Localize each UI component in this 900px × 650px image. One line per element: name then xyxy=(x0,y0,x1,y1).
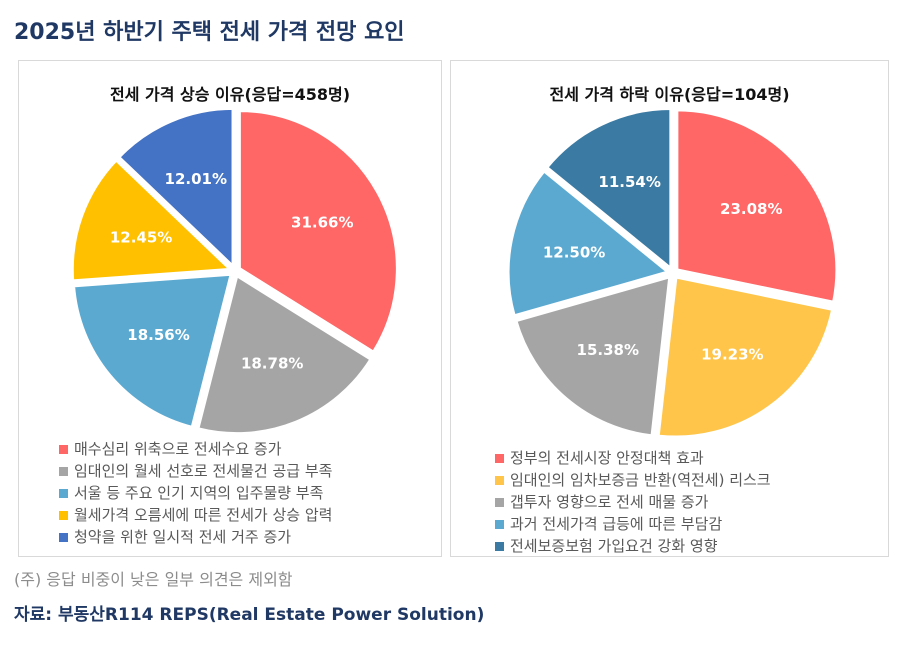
footnote: (주) 응답 비중이 낮은 일부 의견은 제외함 xyxy=(14,570,293,589)
chart-title: 전세 가격 상승 이유(응답=458명) xyxy=(109,85,351,104)
legend-swatch xyxy=(59,466,68,476)
pie-slice xyxy=(71,272,234,430)
pie-slice xyxy=(656,275,835,439)
legend-label: 임대인의 임차보증금 반환(역전세) 리스크 xyxy=(510,471,771,489)
legend-item: 매수심리 위축으로 전세수요 증가 xyxy=(59,438,332,460)
slice-value-label: 12.01% xyxy=(165,170,227,188)
rise-reasons-panel: 전세 가격 상승 이유(응답=458명) 31.66% 18.78% 18.56% 1… xyxy=(18,60,442,557)
slice-value-label: 18.78% xyxy=(241,355,303,373)
legend-swatch xyxy=(59,510,68,520)
source: 자료: 부동산R114 REPS(Real Estate Power Solut… xyxy=(14,605,485,625)
pie-slice xyxy=(514,274,672,438)
slice-value-label: 11.54% xyxy=(598,173,660,191)
slice-value-label: 19.23% xyxy=(701,346,763,364)
legend-swatch xyxy=(59,488,68,498)
legend-item: 서울 등 주요 인기 지역의 입주물량 부족 xyxy=(59,482,332,504)
legend-item: 전세보증보험 가입요건 강화 영향 xyxy=(495,535,771,557)
legend-swatch xyxy=(495,519,504,529)
pie-slice xyxy=(544,106,673,272)
legend-swatch xyxy=(495,453,504,463)
legend-swatch xyxy=(59,532,68,542)
legend-label: 전세보증보험 가입요건 강화 영향 xyxy=(510,537,718,555)
pie-slice xyxy=(116,106,235,270)
pie-slice xyxy=(196,273,373,436)
slice-value-label: 18.56% xyxy=(127,326,189,344)
legend-label: 정부의 전세시장 안정대책 효과 xyxy=(510,449,704,467)
legend-item: 임대인의 임차보증금 반환(역전세) 리스크 xyxy=(495,469,771,491)
fall-pie-chart: 23.08% 19.23% 15.38% 12.50% 11.54% xyxy=(506,106,839,439)
slice-value-label: 31.66% xyxy=(291,214,353,232)
legend-label: 청약을 위한 일시적 전세 거주 증가 xyxy=(74,528,292,546)
pie-slice xyxy=(675,108,839,304)
slice-value-label: 12.50% xyxy=(543,244,605,262)
slice-value-label: 23.08% xyxy=(720,200,782,218)
legend-label: 매수심리 위축으로 전세수요 증가 xyxy=(74,440,282,458)
legend-item: 과거 전세가격 급등에 따른 부담감 xyxy=(495,513,771,535)
fall-reasons-panel: 전세 가격 하락 이유(응답=104명) 23.08% 19.23% 15.38% 1… xyxy=(450,60,889,557)
legend-item: 임대인의 월세 선호로 전세물건 공급 부족 xyxy=(59,460,332,482)
legend-swatch xyxy=(495,475,504,485)
legend-swatch xyxy=(495,497,504,507)
page-title: 2025년 하반기 주택 전세 가격 전망 요인 xyxy=(14,20,405,45)
chart-title: 전세 가격 하락 이유(응답=104명) xyxy=(549,85,790,104)
legend-label: 갭투자 영향으로 전세 매물 증가 xyxy=(510,493,709,511)
legend-item: 갭투자 영향으로 전세 매물 증가 xyxy=(495,491,771,513)
pie-slice xyxy=(70,157,234,283)
legend-label: 임대인의 월세 선호로 전세물건 공급 부족 xyxy=(74,462,333,480)
pie-slice xyxy=(506,168,672,318)
slice-value-label: 15.38% xyxy=(577,341,639,359)
legend-label: 서울 등 주요 인기 지역의 입주물량 부족 xyxy=(74,484,324,502)
legend-label: 과거 전세가격 급등에 따른 부담감 xyxy=(510,515,723,533)
legend-swatch xyxy=(59,444,68,454)
legend-label: 월세가격 오름세에 따른 전세가 상승 압력 xyxy=(74,506,333,524)
rise-pie-chart: 31.66% 18.78% 18.56% 12.45% 12.01% xyxy=(70,106,399,436)
legend-item: 정부의 전세시장 안정대책 효과 xyxy=(495,447,771,469)
legend-item: 청약을 위한 일시적 전세 거주 증가 xyxy=(59,526,332,548)
legend-swatch xyxy=(495,541,504,551)
pie-slice xyxy=(237,109,399,355)
slice-value-label: 12.45% xyxy=(110,228,172,246)
legend-item: 월세가격 오름세에 따른 전세가 상승 압력 xyxy=(59,504,332,526)
